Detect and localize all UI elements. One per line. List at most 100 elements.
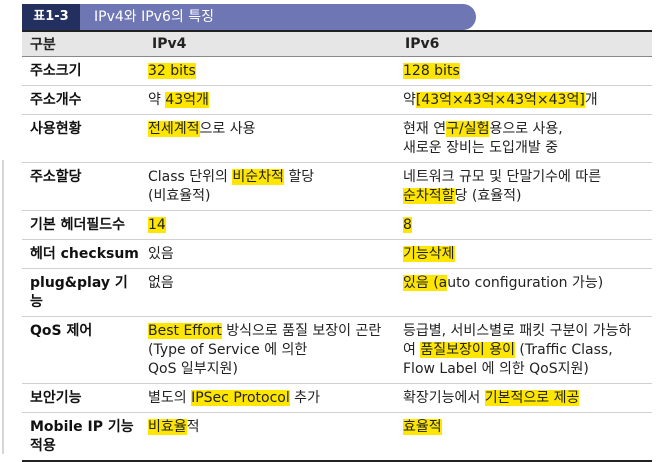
cell-text: 여 [403,342,421,358]
cell-line: 기능삭제 [403,245,648,264]
cell-line: 여 품질보장이 용이 (Traffic Class, [403,341,648,360]
table-row: 주소크기 32 bits 128 bits [22,56,652,86]
cell-line: (비효율적) [148,187,393,206]
cell-text: 등급별, 서비스별로 패킷 구분이 가능하 [403,323,632,339]
row-label: 기본 헤더필드수 [22,210,144,240]
row-label: 사용현황 [22,114,144,163]
cell-text: QoS 일부지원) [148,361,238,377]
table-number: 표1-3 [22,4,80,30]
cell-line: 있음 [148,245,393,264]
cell-text: Flow Label 에 의한 QoS지원) [403,361,589,377]
highlighted-text: 기능삭제 [403,246,455,262]
table-row: 주소할당 Class 단위의 비순차적 할당 (비효율적) 네트워크 규모 및 단말기… [22,162,652,211]
highlighted-text: 있음 (a [403,275,448,291]
highlighted-text: 32 bits [148,63,196,79]
cell-text: 약 [403,92,416,108]
table-row: 보안기능 별도의 IPSec Protocol 추가 확장기능에서 기본적으로 제공 [22,383,652,413]
comparison-table: 구분 IPv4 IPv6 주소크기 32 bits 128 bits 주소개수 약 43… [22,30,652,462]
highlighted-text: 기본적으로 제공 [484,390,580,406]
cell-line: 있음 (auto configuration 가능) [403,274,648,293]
cell-text: 추가 [289,390,320,406]
cell-text: 개 [584,92,598,108]
ipv4-cell: 없음 [144,268,397,317]
cell-line: 약[43억×43억×43억×43억]개 [403,91,648,110]
cell-line: 비효율적 [148,418,393,437]
ipv4-cell: Best Effort 방식으로 품질 보장이 곤란 (Type of Servi… [144,316,397,384]
ipv6-cell: 현재 연구/실험용으로 사용, 새로운 장비는 도입개발 중 [397,114,652,163]
cell-line: Class 단위의 비순차적 할당 [148,168,393,187]
table-row: plug&play 기능 없음 있음 (auto configuration 가능) [22,268,652,317]
cell-text: 확장기능에서 [403,390,485,406]
cell-line: 32 bits [148,62,393,81]
ipv6-cell: 있음 (auto configuration 가능) [397,268,652,317]
highlighted-text: 43억개 [165,92,209,108]
cell-text: 할당 [283,169,315,185]
highlighted-text: 품질보장이 용이 [420,342,515,358]
highlighted-text: 비순차적 [232,169,284,185]
cell-text: 새로운 장비는 도입개발 중 [403,140,559,156]
highlighted-text: 전세계적 [148,121,200,137]
ipv4-cell: 14 [144,210,397,240]
table-header-row: 구분 IPv4 IPv6 [22,30,652,57]
cell-line: 별도의 IPSec Protocol 추가 [148,389,393,408]
cell-line: 약 43억개 [148,91,393,110]
highlighted-text: 14 [148,217,166,233]
cell-line: 없음 [148,274,393,293]
header-ipv6: IPv6 [397,30,652,57]
cell-text: uto configuration 가능) [447,275,604,291]
cell-text: 네트워크 규모 및 단말기수에 따른 [403,169,602,185]
cell-text: 없음 [148,275,174,291]
cell-line: 14 [148,216,393,235]
cell-text: 방식으로 품질 보장이 곤란 [221,323,382,339]
highlighted-text: 순차적할 [403,188,455,204]
row-label: QoS 제어 [22,316,144,384]
row-label: 주소크기 [22,56,144,86]
table-row: 주소개수 약 43억개 약[43억×43억×43억×43억]개 [22,85,652,115]
ipv6-cell: 약[43억×43억×43억×43억]개 [397,85,652,115]
ipv6-cell: 기능삭제 [397,239,652,269]
ipv4-cell: 32 bits [144,56,397,86]
cell-text: 적 [186,419,200,435]
highlighted-text: 128 bits [403,63,460,79]
cell-line: 효율적 [403,418,648,437]
table-row: QoS 제어 Best Effort 방식으로 품질 보장이 곤란 (Type of… [22,316,652,384]
header-ipv4: IPv4 [144,30,397,57]
ipv4-cell: 약 43억개 [144,85,397,115]
ipv4-cell: Class 단위의 비순차적 할당 (비효율적) [144,162,397,211]
table-row: 사용현황 전세계적으로 사용 현재 연구/실험용으로 사용, 새로운 장비는 도입개발… [22,114,652,163]
cell-line: Best Effort 방식으로 품질 보장이 곤란 [148,322,393,341]
cell-text: 으로 사용 [199,121,256,137]
highlighted-text: [43억×43억×43억×43억] [415,92,585,108]
cell-line: 현재 연구/실험용으로 사용, [403,120,648,139]
ipv4-cell: 별도의 IPSec Protocol 추가 [144,383,397,413]
ipv6-cell: 128 bits [397,56,652,86]
table-title: IPv4와 IPv6의 특징 [80,4,476,30]
cell-line: 전세계적으로 사용 [148,120,393,139]
ipv4-cell: 전세계적으로 사용 [144,114,397,163]
row-label: plug&play 기능 [22,268,144,317]
highlighted-text: 구/실험 [446,121,490,137]
cell-text: (Type of Service 에 의한 [148,342,308,358]
highlighted-text: 효율적 [403,419,442,435]
ipv6-cell: 확장기능에서 기본적으로 제공 [397,383,652,413]
cell-text: 약 [148,92,166,108]
page-margin-rule [2,160,4,454]
row-label: 주소개수 [22,85,144,115]
cell-line: 등급별, 서비스별로 패킷 구분이 가능하 [403,322,648,341]
cell-line: 확장기능에서 기본적으로 제공 [403,389,648,408]
row-label: 헤더 checksum [22,239,144,269]
cell-text: 현재 연 [403,121,447,137]
cell-text: Class 단위의 [148,169,233,185]
cell-text: 용으로 사용, [489,121,563,137]
highlighted-text: 8 [403,217,412,233]
cell-line: QoS 일부지원) [148,360,393,379]
ipv6-cell: 8 [397,210,652,240]
cell-line: 새로운 장비는 도입개발 중 [403,139,648,158]
cell-line: 128 bits [403,62,648,81]
cell-text: 별도의 [148,390,192,406]
highlighted-text: Best Effort [148,323,222,339]
row-label: 주소할당 [22,162,144,211]
cell-text: (비효율적) [148,188,211,204]
cell-line: 8 [403,216,648,235]
